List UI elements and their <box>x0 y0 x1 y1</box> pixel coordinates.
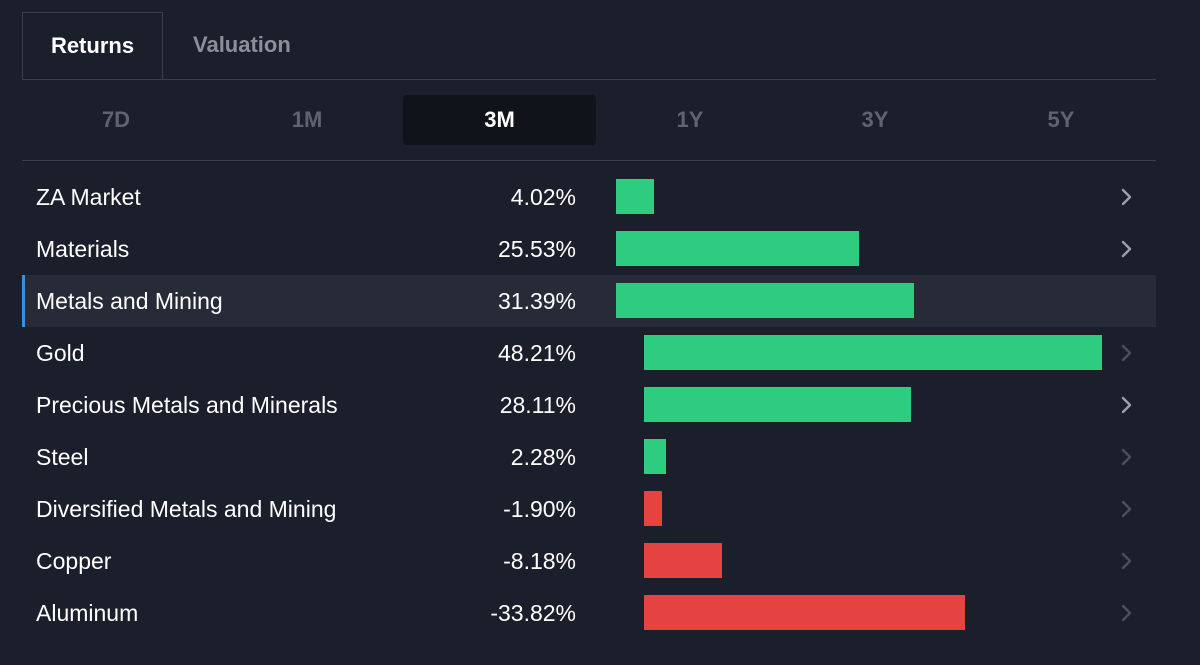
period-7d[interactable]: 7D <box>101 107 131 132</box>
return-bar <box>644 387 911 422</box>
chevron-right-icon[interactable] <box>1120 185 1132 209</box>
row-value: 4.02% <box>510 184 576 210</box>
table-row[interactable]: Gold 48.21% <box>22 327 1156 379</box>
returns-panel: Returns Valuation 7D 1M 3M 1Y 3Y 5Y ZA M… <box>22 12 1156 639</box>
row-label: Steel <box>36 444 89 470</box>
row-value: -1.90% <box>503 496 576 522</box>
row-label: ZA Market <box>36 184 141 210</box>
row-value: 28.11% <box>499 392 576 418</box>
return-bar <box>644 335 1102 370</box>
chevron-right-icon[interactable] <box>1120 601 1132 625</box>
row-value: -8.18% <box>503 548 576 574</box>
row-label: Gold <box>36 340 85 366</box>
row-value: 31.39% <box>497 288 576 314</box>
row-label: Materials <box>36 236 130 262</box>
chevron-right-icon[interactable] <box>1120 393 1132 417</box>
row-value: 2.28% <box>510 444 576 470</box>
tab-valuation[interactable]: Valuation <box>193 32 291 57</box>
chevron-right-icon[interactable] <box>1120 237 1132 261</box>
period-selector: 7D 1M 3M 1Y 3Y 5Y <box>22 80 1156 161</box>
row-label: Precious Metals and Minerals <box>36 392 338 418</box>
chevron-right-icon[interactable] <box>1120 445 1132 469</box>
returns-table: ZA Market 4.02% Materials 25.53% Metals and … <box>22 171 1156 639</box>
chevron-right-icon[interactable] <box>1120 341 1132 365</box>
chevron-right-icon[interactable] <box>1120 549 1132 573</box>
period-3y[interactable]: 3Y <box>861 107 889 132</box>
table-row[interactable]: Metals and Mining 31.39% <box>22 275 1156 327</box>
row-value: 48.21% <box>497 340 576 366</box>
period-3m[interactable]: 3M <box>403 95 596 145</box>
table-row[interactable]: ZA Market 4.02% <box>22 171 1156 223</box>
period-1y[interactable]: 1Y <box>676 107 704 132</box>
row-value: -33.82% <box>490 600 576 626</box>
return-bar <box>644 491 663 526</box>
return-bar <box>616 283 915 318</box>
table-row[interactable]: Steel 2.28% <box>22 431 1156 483</box>
table-row[interactable]: Precious Metals and Minerals 28.11% <box>22 379 1156 431</box>
return-bar <box>616 179 655 214</box>
return-bar <box>644 543 722 578</box>
period-1m[interactable]: 1M <box>291 107 323 132</box>
row-label: Metals and Mining <box>36 288 223 314</box>
row-value: 25.53% <box>497 236 576 262</box>
table-row[interactable]: Materials 25.53% <box>22 223 1156 275</box>
row-label: Diversified Metals and Mining <box>36 496 337 522</box>
row-label: Aluminum <box>36 600 139 626</box>
period-5y[interactable]: 5Y <box>1047 107 1075 132</box>
table-row[interactable]: Aluminum -33.82% <box>22 587 1156 639</box>
return-bar <box>644 595 966 630</box>
row-label: Copper <box>36 548 112 574</box>
return-bar <box>644 439 666 474</box>
table-row[interactable]: Diversified Metals and Mining -1.90% <box>22 483 1156 535</box>
return-bar <box>616 231 859 266</box>
tab-bar: Returns Valuation <box>22 12 1156 80</box>
table-row[interactable]: Copper -8.18% <box>22 535 1156 587</box>
chevron-right-icon[interactable] <box>1120 497 1132 521</box>
tab-returns[interactable]: Returns <box>22 12 163 79</box>
